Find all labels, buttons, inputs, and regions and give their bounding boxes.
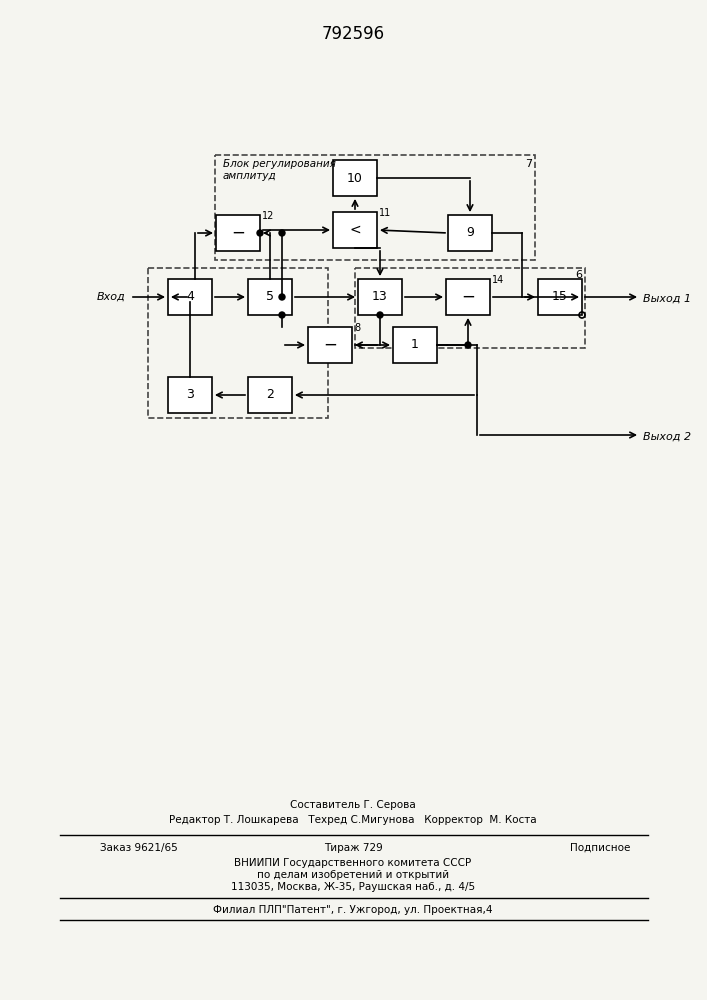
Circle shape bbox=[377, 312, 383, 318]
Bar bbox=[358, 279, 402, 315]
Bar bbox=[216, 215, 260, 251]
Bar bbox=[355, 268, 585, 348]
Bar bbox=[333, 212, 377, 248]
Bar bbox=[248, 377, 292, 413]
Text: 5: 5 bbox=[266, 290, 274, 304]
Text: Подписное: Подписное bbox=[570, 843, 631, 853]
Circle shape bbox=[279, 294, 285, 300]
Text: <: < bbox=[349, 223, 361, 237]
Bar bbox=[333, 160, 377, 196]
Circle shape bbox=[257, 230, 263, 236]
Text: 6: 6 bbox=[575, 270, 582, 280]
Bar bbox=[308, 327, 352, 363]
Text: −: − bbox=[461, 288, 475, 306]
Text: Блок регулирования: Блок регулирования bbox=[223, 159, 336, 169]
Text: 4: 4 bbox=[186, 290, 194, 304]
Text: 2: 2 bbox=[266, 388, 274, 401]
Text: Заказ 9621/65: Заказ 9621/65 bbox=[100, 843, 177, 853]
Bar bbox=[168, 377, 212, 413]
Bar bbox=[538, 279, 582, 315]
Circle shape bbox=[465, 342, 471, 348]
Text: 113035, Москва, Ж-35, Раушская наб., д. 4/5: 113035, Москва, Ж-35, Раушская наб., д. … bbox=[231, 882, 475, 892]
Text: Составитель Г. Серова: Составитель Г. Серова bbox=[290, 800, 416, 810]
Text: по делам изобретений и открытий: по делам изобретений и открытий bbox=[257, 870, 449, 880]
Bar bbox=[148, 268, 328, 418]
Circle shape bbox=[279, 230, 285, 236]
Text: 14: 14 bbox=[492, 275, 504, 285]
Text: Выход 1: Выход 1 bbox=[643, 294, 691, 304]
Text: 13: 13 bbox=[372, 290, 388, 304]
Text: 9: 9 bbox=[466, 227, 474, 239]
Text: 10: 10 bbox=[347, 172, 363, 184]
Text: Выход 2: Выход 2 bbox=[643, 432, 691, 442]
Text: 1: 1 bbox=[411, 338, 419, 352]
Text: 11: 11 bbox=[379, 208, 391, 218]
Text: Вход: Вход bbox=[96, 292, 125, 302]
Bar bbox=[393, 327, 437, 363]
Text: 3: 3 bbox=[186, 388, 194, 401]
Text: 7: 7 bbox=[525, 159, 532, 169]
Text: −: − bbox=[231, 224, 245, 242]
Text: Тираж 729: Тираж 729 bbox=[324, 843, 382, 853]
Bar bbox=[168, 279, 212, 315]
Circle shape bbox=[279, 312, 285, 318]
Text: 15: 15 bbox=[552, 290, 568, 304]
Text: 8: 8 bbox=[354, 323, 360, 333]
Text: ВНИИПИ Государственного комитета СССР: ВНИИПИ Государственного комитета СССР bbox=[235, 858, 472, 868]
Text: амплитуд: амплитуд bbox=[223, 171, 276, 181]
Bar bbox=[448, 215, 492, 251]
Bar bbox=[248, 279, 292, 315]
Text: Редактор Т. Лошкарева   Техред С.Мигунова   Корректор  М. Коста: Редактор Т. Лошкарева Техред С.Мигунова … bbox=[169, 815, 537, 825]
Text: Филиал ПЛП"Патент", г. Ужгород, ул. Проектная,4: Филиал ПЛП"Патент", г. Ужгород, ул. Прое… bbox=[214, 905, 493, 915]
Bar bbox=[215, 155, 535, 260]
Bar bbox=[446, 279, 490, 315]
Text: −: − bbox=[323, 336, 337, 354]
Text: 12: 12 bbox=[262, 211, 274, 221]
Text: 792596: 792596 bbox=[322, 25, 385, 43]
